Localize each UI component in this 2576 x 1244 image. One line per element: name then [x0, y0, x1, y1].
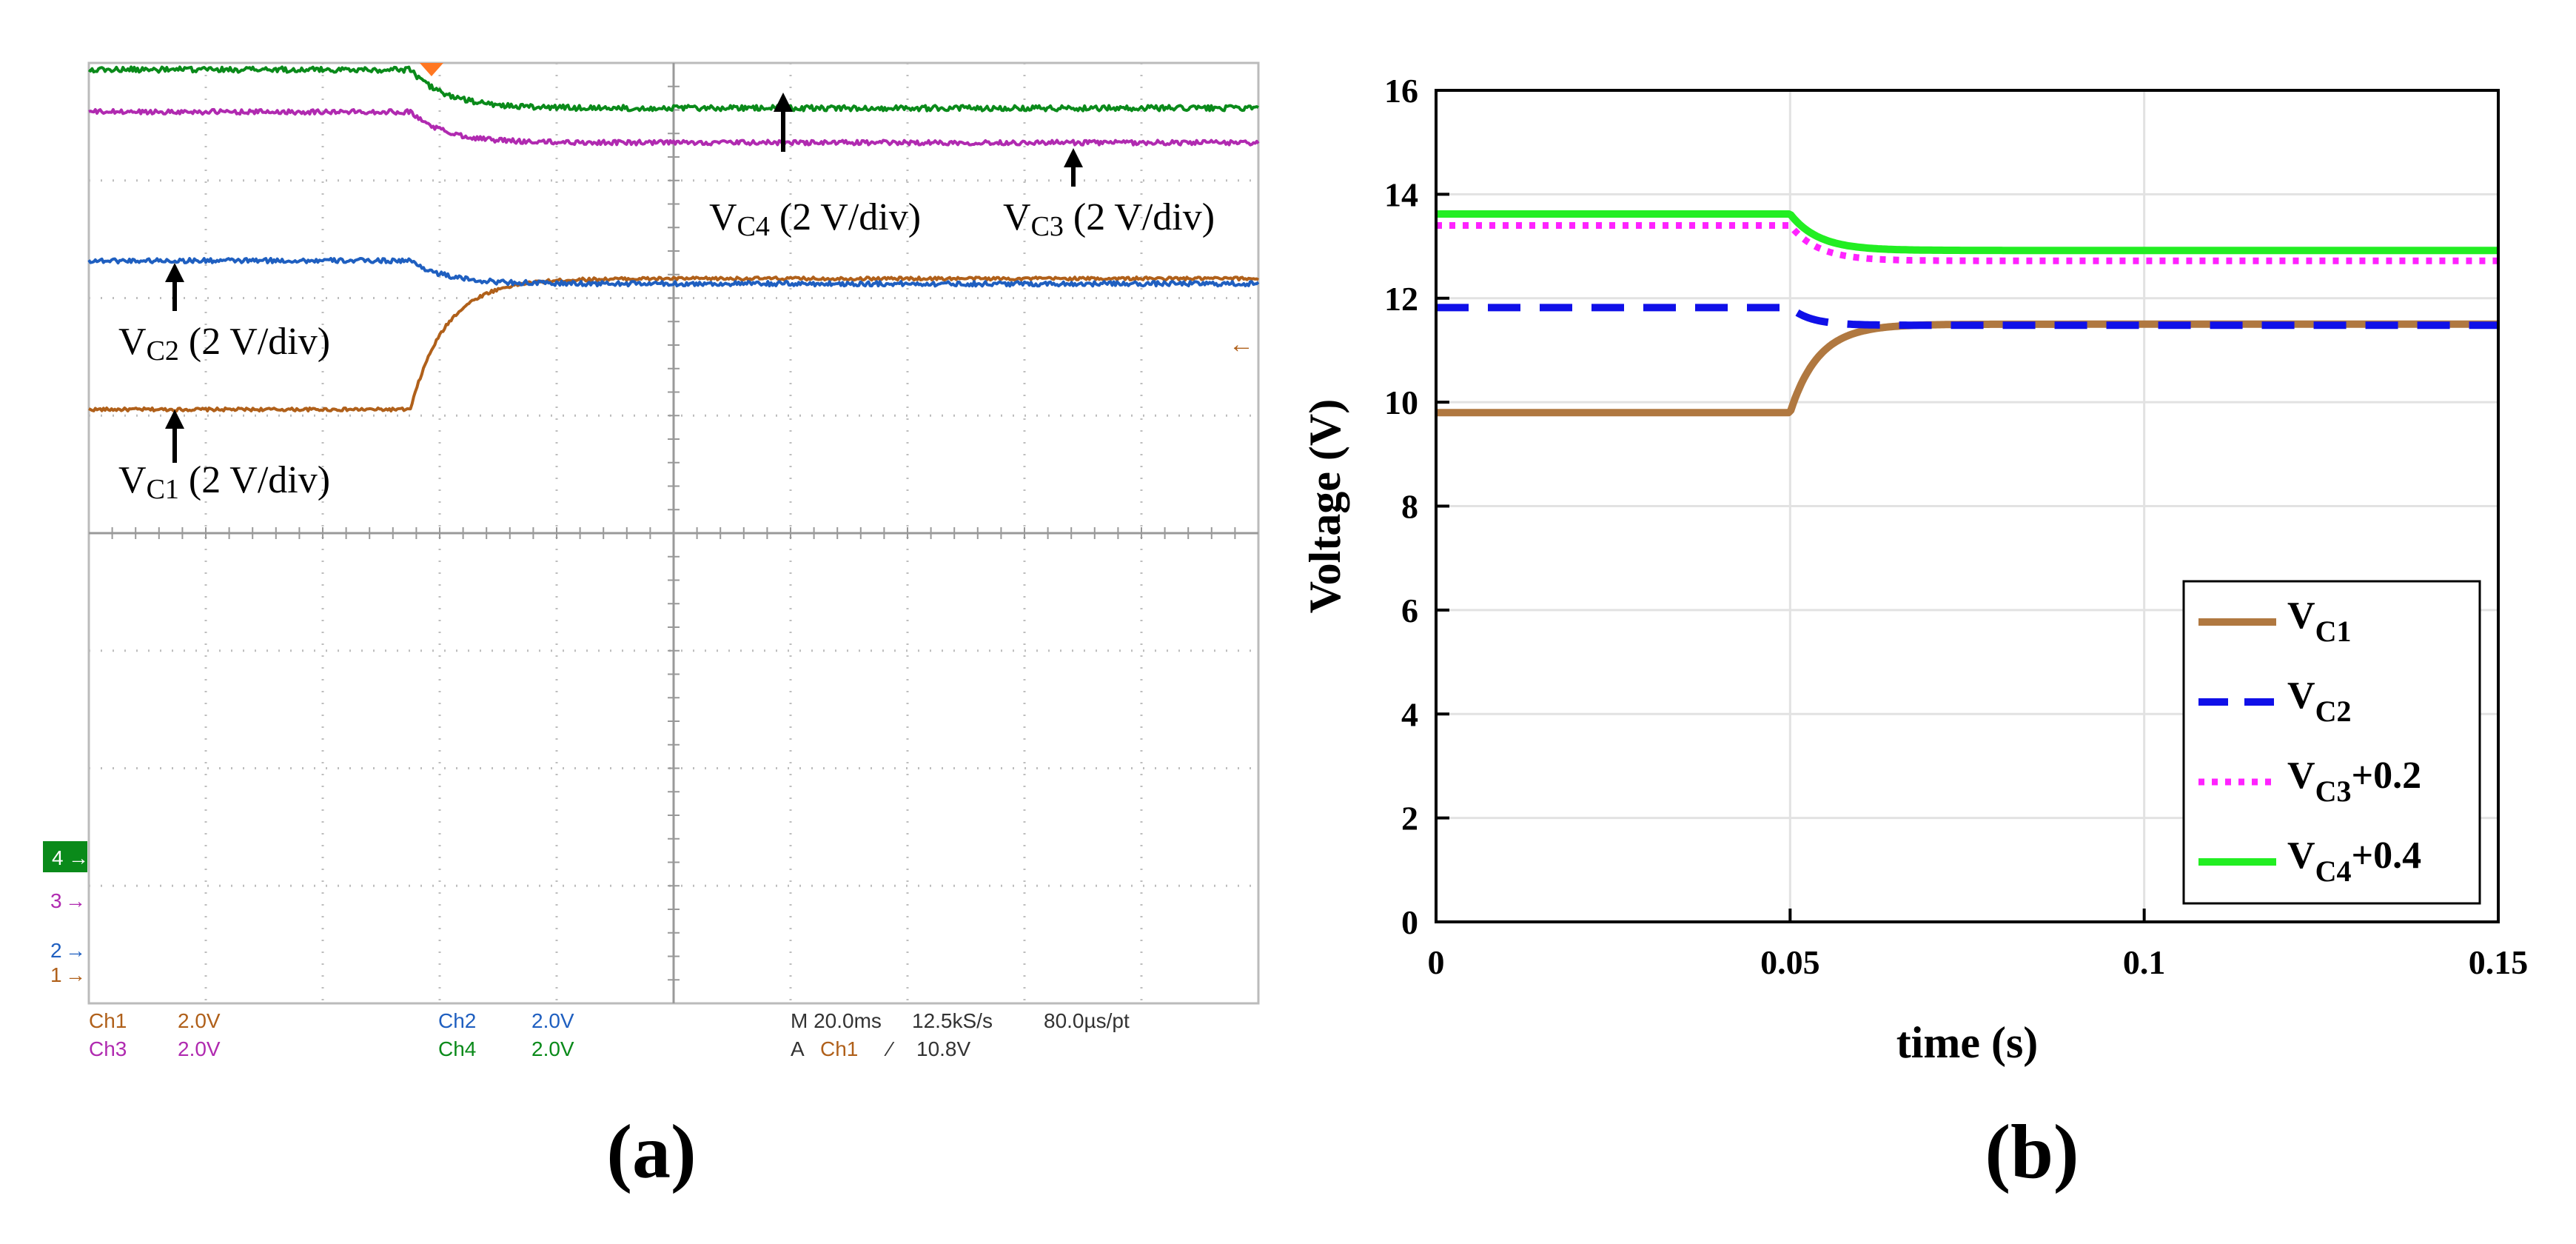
x-tick-label: 0.1: [2123, 943, 2166, 981]
scope-readout-trigger-channel: Ch1: [820, 1037, 858, 1060]
y-tick-label: 10: [1384, 384, 1418, 421]
legend-box: [2182, 580, 2481, 905]
annotation-label: VC1 (2 V/div): [118, 459, 330, 505]
trigger-level-arrow: ←: [1229, 330, 1254, 358]
scope-readout-ch3-value: 2.0V: [178, 1037, 221, 1060]
scope-readout-ch4-label: Ch4: [438, 1037, 476, 1060]
simulation-plot-panel: 0 0.05 0.1 0.15 0 2 4 6 8 10 12 14 16 time (s) Voltage…: [1301, 72, 2528, 1194]
panel-label-a: (a): [606, 1109, 696, 1194]
scope-readout-trigger-prefix: A: [791, 1037, 805, 1060]
scope-readout-resolution: 80.0µs/pt: [1044, 1009, 1130, 1032]
scope-readout-ch2-value: 2.0V: [531, 1009, 574, 1032]
y-tick-label: 12: [1384, 280, 1418, 318]
channel-marker-arrow: →: [68, 846, 89, 869]
y-tick-label: 14: [1384, 175, 1418, 213]
scope-readout-trigger-slope: ⁄: [884, 1037, 895, 1060]
legend-label: VC4+0.4: [2287, 835, 2421, 888]
channel-marker-label: 4: [52, 846, 64, 869]
channel-marker-arrow: →: [65, 963, 86, 986]
scope-readout-ch2-label: Ch2: [438, 1009, 476, 1032]
scope-trace-ch1: [88, 275, 1260, 413]
y-tick-label: 8: [1401, 488, 1418, 526]
series-line-vc3-0-2: [1435, 222, 2500, 264]
y-tick-label: 16: [1384, 72, 1418, 110]
scope-readout-trigger-level: 10.8V: [916, 1037, 970, 1060]
x-tick-label: 0.05: [1760, 943, 1820, 981]
scope-readout-ch3-label: Ch3: [89, 1037, 127, 1060]
trigger-position-marker: [419, 63, 443, 76]
scope-trace-ch3: [88, 107, 1260, 147]
annotation-arrow-head: [1064, 148, 1083, 167]
y-tick-label: 4: [1401, 695, 1418, 733]
annotation-label: VC4 (2 V/div): [709, 196, 921, 242]
channel-marker-arrow: →: [65, 939, 86, 962]
scope-readout-ch1-value: 2.0V: [178, 1009, 221, 1032]
x-axis-label: time (s): [1896, 1018, 2039, 1067]
legend-label: VC3+0.2: [2287, 755, 2421, 808]
annotation-arrow-head: [165, 263, 184, 282]
panel-label-b: (b): [1985, 1109, 2079, 1194]
y-tick-label: 2: [1401, 800, 1418, 837]
annotation-arrow-head: [165, 409, 184, 429]
channel-marker-label: 2: [50, 939, 62, 962]
legend-label: VC1: [2287, 595, 2351, 648]
scope-trace-ch4: [87, 65, 1259, 113]
annotation-label: VC2 (2 V/div): [118, 321, 330, 367]
annotation-label: VC3 (2 V/div): [1003, 196, 1215, 242]
channel-marker-arrow: →: [65, 889, 86, 912]
y-axis-label: Voltage (V): [1301, 399, 1349, 613]
y-tick-label: 6: [1401, 592, 1418, 629]
legend-label: VC2: [2287, 675, 2351, 728]
series-line-vc2: [1434, 304, 2500, 330]
scope-trace-ch2: [87, 257, 1260, 288]
x-tick-label: 0: [1428, 943, 1445, 981]
channel-marker-label: 1: [50, 963, 62, 986]
series-line-vc4-0-4: [1434, 210, 2500, 255]
oscilloscope-panel: ← VC4 (2 V/div) VC3 (2 V/div) VC2 (2 V/div)…: [43, 61, 1260, 1194]
scope-readout-ch4-value: 2.0V: [531, 1037, 574, 1060]
scope-readout-ch1-label: Ch1: [89, 1009, 127, 1032]
y-tick-label: 0: [1401, 903, 1418, 941]
annotation-arrow-head: [774, 93, 793, 112]
x-tick-label: 0.15: [2469, 943, 2529, 981]
scope-readout-timebase: M 20.0ms: [791, 1009, 882, 1032]
channel-marker-label: 3: [50, 889, 62, 912]
channel-4-marker-box: [43, 841, 87, 872]
scope-readout-sample-rate: 12.5kS/s: [912, 1009, 993, 1032]
